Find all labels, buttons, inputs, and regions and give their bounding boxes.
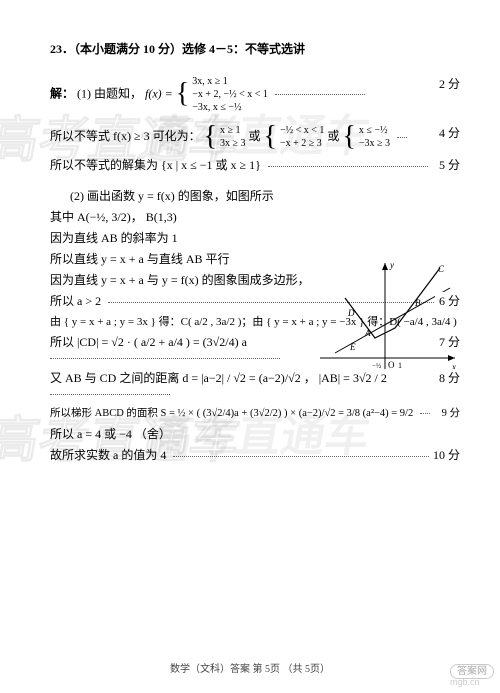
piecewise-stack: 3x, x ≥ 1 −x + 2, −½ < x < 1 −3x, x ≤ −½ bbox=[192, 75, 268, 114]
case-intro: 所以不等式 f(x) ≥ 3 可化为： bbox=[50, 129, 201, 143]
pw3: −3x, x ≤ −½ bbox=[192, 101, 268, 114]
c3b: −3x ≥ 3 bbox=[359, 137, 390, 150]
line-solset: 所以不等式的解集为 {x | x ≤ −1 或 x ≥ 1} 5 分 bbox=[50, 156, 460, 173]
q-number: 23． bbox=[50, 42, 74, 56]
score-7: 7 分 bbox=[435, 333, 460, 350]
score-6: 6 分 bbox=[435, 292, 460, 309]
p2-intro: (2) 画出函数 y = f(x) 的图象，如图所示 bbox=[50, 187, 460, 204]
pw1: 3x, x ≥ 1 bbox=[192, 75, 268, 88]
corner-tag: 答案网 mgb.cn bbox=[450, 662, 494, 687]
score-9: 9 分 bbox=[438, 405, 460, 420]
line-fx-def: 解： (1) 由题知， f(x) = { 3x, x ≥ 1 −x + 2, −… bbox=[50, 75, 460, 114]
p2-slope: 因为直线 AB 的斜率为 1 bbox=[50, 229, 460, 246]
y-label: y bbox=[389, 260, 394, 270]
cd-len: 所以 |CD| = √2 · ( a/2 + a/4 ) = (3√2/4) a bbox=[50, 333, 251, 350]
c2a: −½ < x < 1 bbox=[280, 124, 324, 137]
final: 故所求实数 a 的值为 4 bbox=[50, 446, 170, 463]
line-solve: 所以 a = 4 或 −4 （舍） bbox=[50, 425, 460, 442]
score-10: 10 分 bbox=[429, 446, 460, 463]
area: 所以梯形 ABCD 的面积 S = ½ × ( (3√2/4)a + (3√2/… bbox=[50, 405, 417, 420]
pw2: −x + 2, −½ < x < 1 bbox=[192, 88, 268, 101]
pt-C: C bbox=[438, 264, 445, 274]
c2b: −x + 2 ≥ 3 bbox=[280, 137, 324, 150]
brace-2: { bbox=[264, 126, 277, 148]
question-title: 23．（本小题满分 10 分）选修 4－5：不等式选讲 bbox=[50, 40, 460, 57]
page-footer: 数学（文科）答案 第 5页 （共 5页） bbox=[0, 660, 500, 675]
c1b: 3x ≥ 3 bbox=[220, 137, 246, 150]
page-content: 23．（本小题满分 10 分）选修 4－5：不等式选讲 解： (1) 由题知， … bbox=[0, 0, 500, 487]
fx-eq: f(x) = bbox=[145, 86, 173, 100]
q-points: （本小题满分 10 分） bbox=[74, 42, 182, 56]
line-area: 所以梯形 ABCD 的面积 S = ½ × ( (3√2/4)a + (3√2/… bbox=[50, 405, 460, 421]
brace-icon: { bbox=[176, 83, 189, 105]
tick-1: 1 bbox=[398, 361, 402, 370]
p2-ab: 其中 A(−½, 3/2)， B(1,3) bbox=[50, 208, 460, 225]
line-final: 故所求实数 a 的值为 4 10 分 bbox=[50, 446, 460, 463]
pt-D: D bbox=[347, 308, 355, 318]
pt-E: E bbox=[349, 342, 356, 352]
score-8: 8 分 bbox=[435, 369, 460, 386]
score-4: 4 分 bbox=[435, 124, 460, 141]
score-2: 2 分 bbox=[435, 75, 460, 92]
c1a: x ≥ 1 bbox=[220, 124, 246, 137]
label-solution: 解： bbox=[50, 86, 74, 100]
solset: 所以不等式的解集为 {x | x ≤ −1 或 x ≥ 1} bbox=[50, 156, 265, 173]
dist: 又 AB 与 CD 之间的距离 d = |a−2| / √2 = (a−2)/√… bbox=[50, 369, 391, 386]
q-topic: 选修 4－5：不等式选讲 bbox=[182, 42, 305, 56]
p1-intro: (1) 由题知， bbox=[77, 86, 142, 100]
or1: 或 bbox=[249, 129, 261, 143]
pt-A: A bbox=[364, 328, 371, 338]
brace-1: { bbox=[204, 126, 217, 148]
brace-3: { bbox=[342, 126, 355, 148]
or2: 或 bbox=[327, 129, 339, 143]
a-gt: 所以 a > 2 bbox=[50, 292, 105, 309]
c3a: x ≤ −½ bbox=[359, 124, 390, 137]
pt-B: B bbox=[415, 298, 421, 308]
line-cases: 所以不等式 f(x) ≥ 3 可化为： { x ≥ 13x ≥ 3 或 { −½… bbox=[50, 124, 460, 150]
score-5: 5 分 bbox=[435, 156, 460, 173]
